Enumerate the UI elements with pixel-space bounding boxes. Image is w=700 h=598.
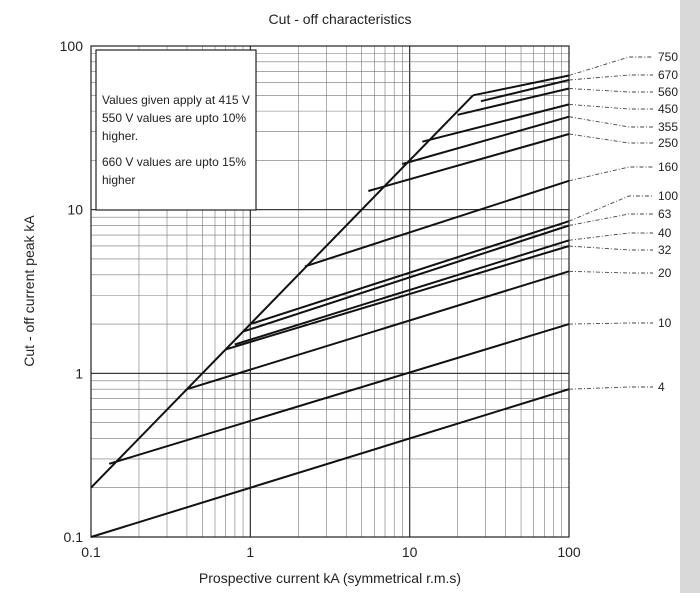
series-label: 63 xyxy=(658,207,672,221)
series-line-670 xyxy=(480,79,570,103)
chart-figure: Cut - off characteristics 0.1 1 10 100 0.1 1 1… xyxy=(21,11,679,586)
note-text: Values given apply at 415 V 550 V values … xyxy=(102,93,250,187)
chart-title: Cut - off characteristics xyxy=(269,11,412,27)
series-line-20 xyxy=(186,270,570,391)
x-tick-label: 100 xyxy=(557,544,581,560)
series-line-40 xyxy=(234,239,570,346)
series-line-160 xyxy=(304,179,570,268)
series-label: 160 xyxy=(658,160,678,174)
series-label: 10 xyxy=(658,316,672,330)
label-leader xyxy=(568,322,653,325)
tick-labels: 0.1 1 10 100 0.1 1 10 100 xyxy=(60,38,581,560)
series-label: 40 xyxy=(658,226,672,240)
series-line-100 xyxy=(249,220,570,326)
label-leader xyxy=(568,232,653,241)
x-tick-label: 0.1 xyxy=(81,544,101,560)
note-line: 550 V values are upto 10% xyxy=(102,111,246,125)
label-leader xyxy=(568,386,653,390)
series-label: 560 xyxy=(658,85,678,99)
y-tick-label: 0.1 xyxy=(64,529,84,545)
note-line: Values given apply at 415 V xyxy=(102,93,250,107)
envelope-line xyxy=(90,94,474,489)
note-box xyxy=(95,49,257,211)
series-line-63 xyxy=(242,224,570,333)
label-leader xyxy=(568,166,653,182)
label-leader xyxy=(568,88,653,93)
series-label: 750 xyxy=(658,50,678,64)
label-leader xyxy=(568,56,653,76)
series-line-10 xyxy=(108,323,570,465)
y-axis-label: Cut - off current peak kA xyxy=(21,215,37,367)
series-line-560 xyxy=(457,87,570,116)
note-line: higher xyxy=(102,173,135,187)
y-tick-label: 10 xyxy=(67,202,83,218)
series-lines xyxy=(90,74,570,538)
label-leader xyxy=(568,270,653,274)
series-line-750 xyxy=(472,74,570,97)
y-tick-label: 1 xyxy=(75,365,83,381)
series-labels: 750 670 560 450 355 250 160 100 63 40 32 20 10 4 xyxy=(658,50,678,394)
label-leader xyxy=(568,116,653,128)
label-leaders xyxy=(568,56,653,390)
series-label: 450 xyxy=(658,102,678,116)
series-line-4 xyxy=(90,388,570,538)
note-line: 660 V values are upto 15% xyxy=(102,155,246,169)
voltage-note: Values given apply at 415 V 550 V values … xyxy=(95,49,257,211)
series-label: 670 xyxy=(658,68,678,82)
plot-frame xyxy=(90,45,570,538)
series-line-32 xyxy=(225,245,570,351)
x-axis-label: Prospective current kA (symmetrical r.m.… xyxy=(199,570,461,586)
label-leader xyxy=(568,103,653,110)
y-tick-label: 100 xyxy=(60,38,84,54)
label-leader xyxy=(568,245,653,251)
series-line-250 xyxy=(368,133,570,192)
page-side-bar xyxy=(680,0,700,593)
series-line-450 xyxy=(422,103,570,143)
label-leader xyxy=(568,133,653,144)
series-label: 32 xyxy=(658,243,672,257)
series-label: 355 xyxy=(658,120,678,134)
series-line-355 xyxy=(402,115,570,165)
label-leader xyxy=(568,195,653,222)
note-line: higher. xyxy=(102,129,138,143)
series-label: 4 xyxy=(658,380,665,394)
series-label: 100 xyxy=(658,189,678,203)
label-leader xyxy=(568,213,653,226)
cut-off-chart: Cut - off characteristics 0.1 1 10 100 0.1 1 1… xyxy=(21,11,678,586)
series-label: 250 xyxy=(658,136,678,150)
x-tick-label: 1 xyxy=(246,544,254,560)
x-tick-label: 10 xyxy=(402,544,418,560)
series-label: 20 xyxy=(658,266,672,280)
label-leader xyxy=(568,74,653,81)
